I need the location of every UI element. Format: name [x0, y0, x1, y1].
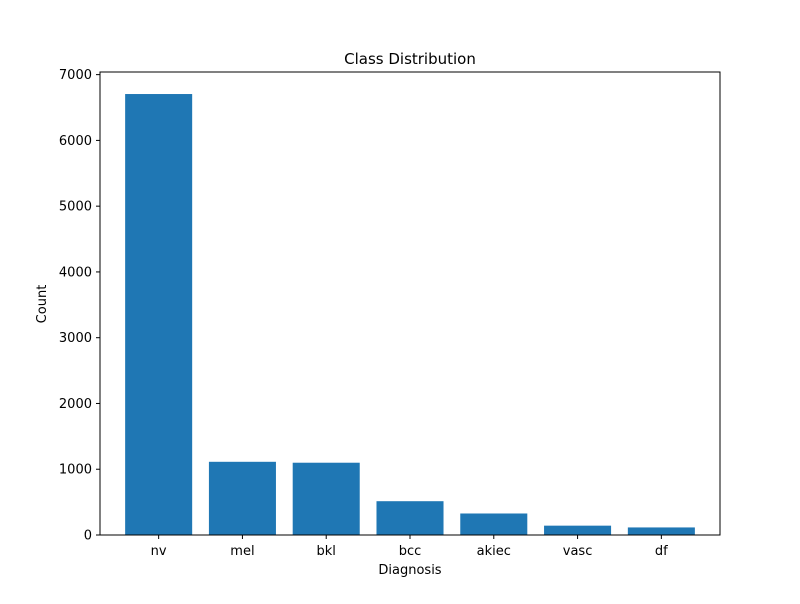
x-tick-label-nv: nv [151, 544, 167, 559]
y-tick-label-7000: 7000 [59, 68, 92, 83]
y-tick-label-5000: 5000 [59, 200, 92, 215]
axes-layer: nv mel bkl bcc akiec vasc df 0 1000 2000 3000 4000 5… [59, 68, 721, 559]
bars-layer [125, 94, 695, 535]
y-tick-label-3000: 3000 [59, 331, 92, 346]
bar-bkl [292, 462, 360, 535]
x-tick-label-bcc: bcc [399, 544, 422, 559]
x-tick-label-df: df [655, 544, 668, 559]
x-tick-label-vasc: vasc [563, 544, 593, 559]
x-axis-label: Diagnosis [378, 563, 441, 578]
bar-mel [208, 461, 276, 535]
plot-frame [99, 71, 721, 536]
y-tick-label-2000: 2000 [59, 397, 92, 412]
y-tick-label-0: 0 [84, 529, 92, 544]
y-tick-label-4000: 4000 [59, 265, 92, 280]
y-tick-label-6000: 6000 [59, 134, 92, 149]
x-tick-label-akiec: akiec [477, 544, 511, 559]
bar-vasc [544, 525, 612, 535]
bar-nv [125, 94, 193, 535]
y-tick-label-1000: 1000 [59, 463, 92, 478]
chart-title: Class Distribution [344, 50, 476, 68]
x-tick-label-mel: mel [230, 544, 254, 559]
y-axis-label: Count [35, 285, 50, 324]
bar-df [627, 527, 695, 535]
bar-akiec [460, 513, 528, 535]
bar-bcc [376, 501, 444, 535]
x-tick-label-bkl: bkl [317, 544, 336, 559]
